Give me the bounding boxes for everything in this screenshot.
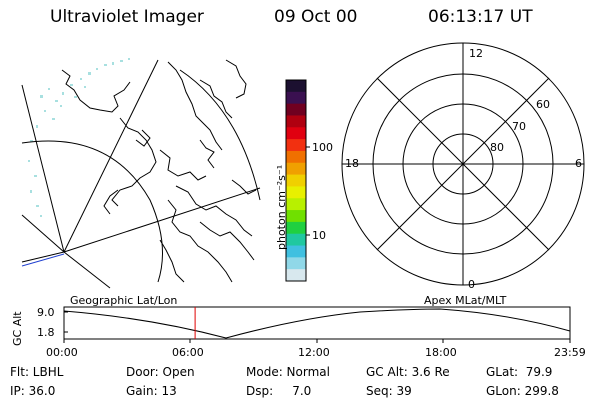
altitude-curve <box>63 308 571 339</box>
altitude-ytick-bottom: 1.8 <box>37 326 55 339</box>
info-glat: GLat: 79.9 <box>486 365 553 379</box>
latitude-circle <box>21 140 163 283</box>
altitude-plot <box>63 306 571 343</box>
mlat-label-70: 70 <box>512 120 526 133</box>
colorbar-swatch <box>286 80 306 93</box>
colorbar-swatch <box>286 198 306 211</box>
info-ip: IP: 36.0 <box>10 384 56 398</box>
mlat-label-80: 80 <box>490 141 504 154</box>
colorbar-swatch <box>286 91 306 105</box>
map-boundary-arc <box>179 69 261 201</box>
info-gain: Gain: 13 <box>126 384 177 398</box>
colorbar-swatch <box>286 162 306 176</box>
colorbar-swatch <box>286 257 306 270</box>
xtick-label: 12:00 <box>298 346 330 359</box>
mlt-label-6: 6 <box>575 157 582 170</box>
colorbar-swatch <box>286 245 306 258</box>
meridian-line <box>21 214 65 253</box>
colorbar-swatch <box>286 210 306 223</box>
colorbar-label-100: 100 <box>312 141 333 154</box>
colorbar-swatch <box>286 233 306 247</box>
colorbar-swatch <box>286 139 306 152</box>
mlt-label-18: 18 <box>345 157 359 170</box>
xtick-label: 23:59 <box>554 346 586 359</box>
geographic-label: Geographic Lat/Lon <box>70 294 178 307</box>
info-seq: Seq: 39 <box>366 384 412 398</box>
mlt-label-12: 12 <box>469 47 483 60</box>
meridian-line <box>63 187 261 253</box>
info-dsp: Dsp: 7.0 <box>246 384 312 398</box>
colorbar-swatch <box>286 150 306 164</box>
colorbar-swatch <box>286 174 306 187</box>
info-gcalt: GC Alt: 3.6 Re <box>366 365 450 379</box>
xtick-label: 00:00 <box>46 346 78 359</box>
geographic-map <box>21 58 261 289</box>
colorbar-unit-label: photon cm⁻²s⁻¹ <box>275 164 288 250</box>
polar-diagonal <box>376 77 550 251</box>
apex-label: Apex MLat/MLT <box>424 294 507 307</box>
colorbar-label-10: 10 <box>312 229 326 242</box>
colorbar-swatch <box>286 115 306 128</box>
info-door: Door: Open <box>126 365 195 379</box>
colorbar-swatch <box>286 221 306 235</box>
blue-track-line <box>21 253 65 267</box>
meridian-line <box>21 84 65 253</box>
date-label: 09 Oct 00 <box>274 7 358 27</box>
colorbar-swatch <box>286 127 306 140</box>
mlat-label-60: 60 <box>536 98 550 111</box>
xtick-label: 06:00 <box>172 346 204 359</box>
altitude-plot-frame <box>63 306 571 340</box>
meridian-line <box>63 251 111 289</box>
colorbar-swatch <box>286 186 306 199</box>
time-label: 06:13:17 UT <box>428 7 533 27</box>
instrument-title: Ultraviolet Imager <box>50 7 204 27</box>
polar-plot <box>341 42 585 286</box>
altitude-ytick-top: 9.0 <box>37 306 55 319</box>
altitude-ylabel: GC Alt <box>11 311 24 346</box>
info-glon: GLon: 299.8 <box>486 384 559 398</box>
aurora-speckles <box>28 58 130 217</box>
colorbar <box>285 79 310 282</box>
info-flt: Flt: LBHL <box>10 365 64 379</box>
colorbar-swatch <box>286 103 306 116</box>
colorbar-frame <box>285 79 307 282</box>
xtick-label: 18:00 <box>425 346 457 359</box>
coastlines <box>61 59 257 283</box>
meridian-line <box>63 59 159 253</box>
info-mode: Mode: Normal <box>246 365 330 379</box>
meridian-line <box>21 251 65 263</box>
colorbar-swatch <box>286 269 306 282</box>
mlt-label-0: 0 <box>468 278 475 291</box>
